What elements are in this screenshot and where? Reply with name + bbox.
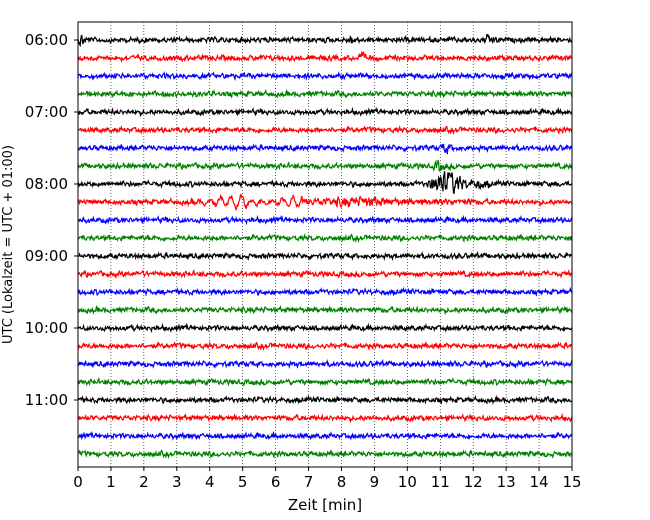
x-tick-label: 5 [238, 473, 248, 491]
trace-line [77, 430, 573, 441]
trace-line [77, 377, 573, 387]
x-tick-label: 4 [205, 473, 215, 491]
trace-line [77, 88, 573, 99]
x-tick-label: 10 [398, 473, 417, 491]
trace-line [77, 214, 573, 226]
seismogram-traces [77, 33, 573, 459]
x-tick-label: 0 [73, 473, 83, 491]
plot-frame [77, 21, 573, 468]
trace-line [77, 269, 573, 279]
trace-line [77, 193, 573, 211]
x-tick-label: 13 [497, 473, 516, 491]
trace-line [77, 106, 573, 118]
trace-line [77, 322, 573, 334]
x-tick-label: 7 [304, 473, 314, 491]
x-tick-label: 2 [139, 473, 149, 491]
trace-line [77, 412, 573, 424]
trace-line [77, 159, 573, 173]
x-axis-label: Zeit [min] [288, 496, 362, 514]
x-tick-label: 12 [464, 473, 483, 491]
vertical-grid-lines [110, 22, 540, 467]
x-tick-label: 3 [172, 473, 182, 491]
y-axis-label: UTC (Lokalzeit = UTC + 01:00) [1, 145, 16, 344]
x-tick-label: 11 [431, 473, 450, 491]
x-tick-label: 8 [337, 473, 347, 491]
y-tick-label: 07:00 [25, 103, 68, 121]
x-tick-label: 6 [271, 473, 281, 491]
x-tick-label: 14 [530, 473, 549, 491]
y-tick-label: 10:00 [25, 319, 68, 337]
x-tick-label: 15 [562, 473, 581, 491]
y-tick-label: 09:00 [25, 247, 68, 265]
trace-line [77, 449, 573, 459]
y-axis-ticks: 06:00 07:00 08:00 09:00 10:00 11:00 [25, 31, 78, 409]
trace-line [77, 124, 573, 135]
trace-line [77, 232, 573, 243]
y-tick-label: 06:00 [25, 31, 68, 49]
y-tick-label: 08:00 [25, 175, 68, 193]
trace-line [77, 304, 573, 316]
trace-line [77, 70, 573, 82]
x-tick-label: 1 [106, 473, 116, 491]
trace-line [78, 394, 573, 406]
trace-line [77, 142, 573, 155]
trace-line [77, 51, 573, 63]
x-tick-label: 9 [370, 473, 380, 491]
trace-line [77, 358, 573, 370]
trace-line [77, 340, 573, 351]
trace-line [77, 171, 573, 194]
y-tick-label: 11:00 [25, 391, 68, 409]
trace-line [77, 33, 573, 48]
trace-line [77, 286, 573, 297]
trace-line [77, 250, 573, 262]
x-axis-ticks: 0 1 2 3 4 5 6 7 8 9 10 11 12 13 14 15 [73, 467, 582, 491]
